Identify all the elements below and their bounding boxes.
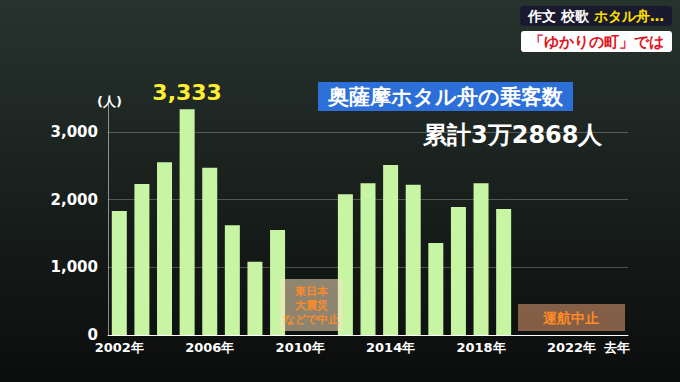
- svg-text:ホタル舟…: ホタル舟…: [593, 8, 664, 24]
- svg-text:運航中止: 運航中止: [542, 310, 599, 326]
- svg-text:(人): (人): [97, 94, 122, 109]
- svg-text:2018年: 2018年: [456, 340, 505, 355]
- svg-text:2,000: 2,000: [51, 191, 98, 209]
- svg-text:2010年: 2010年: [276, 340, 325, 355]
- svg-text:大震災: 大震災: [295, 299, 328, 312]
- svg-text:作文 校歌: 作文 校歌: [527, 8, 594, 24]
- svg-text:累計3万2868人: 累計3万2868人: [422, 121, 603, 149]
- svg-text:1,000: 1,000: [51, 258, 98, 276]
- svg-text:「ゆかりの町」では: 「ゆかりの町」では: [529, 33, 664, 51]
- svg-text:去年: 去年: [603, 340, 630, 355]
- svg-text:2014年: 2014年: [366, 340, 415, 355]
- svg-text:3,333: 3,333: [152, 80, 222, 105]
- svg-text:などで中止: などで中止: [284, 313, 339, 326]
- svg-text:0: 0: [87, 326, 98, 344]
- svg-text:3,000: 3,000: [51, 123, 98, 141]
- svg-text:東日本: 東日本: [294, 285, 329, 298]
- svg-text:2022年: 2022年: [547, 340, 596, 355]
- svg-text:2006年: 2006年: [185, 340, 234, 355]
- svg-text:2002年: 2002年: [95, 340, 144, 355]
- svg-text:奥薩摩ホタル舟の乗客数: 奥薩摩ホタル舟の乗客数: [327, 85, 564, 109]
